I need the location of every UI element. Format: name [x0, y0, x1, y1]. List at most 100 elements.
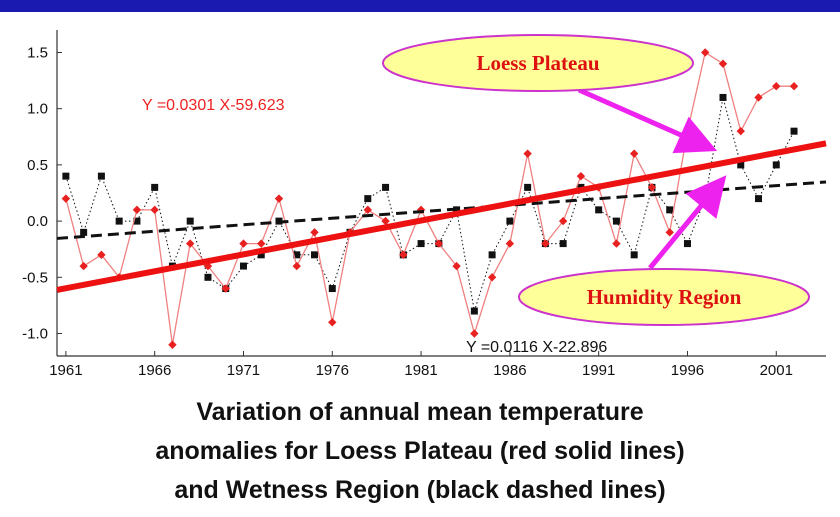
x-tick-label: 1966	[138, 362, 171, 379]
wetness-data-point	[204, 273, 212, 281]
wetness-data-point	[62, 172, 70, 180]
loess-trend-equation: Y =0.0301 X-59.623	[142, 97, 285, 114]
wetness-data-point	[683, 240, 691, 248]
wetness-data-point	[417, 240, 425, 248]
loess-data-point	[257, 239, 266, 248]
loess-data-point	[789, 82, 799, 91]
loess-plateau-series	[61, 48, 799, 349]
figure-caption: Variation of annual mean temperature ano…	[0, 393, 840, 510]
wetness-data-point	[755, 195, 763, 203]
loess-data-point	[487, 273, 497, 282]
y-tick-label: 0.5	[27, 157, 48, 174]
loess-data-point	[701, 48, 710, 57]
wetness-data-point	[488, 251, 496, 259]
y-tick-label: 1.5	[27, 44, 48, 61]
loess-data-point	[434, 239, 444, 248]
loess-data-point	[381, 216, 390, 226]
caption-line-3: and Wetness Region (black dashed lines)	[174, 476, 666, 504]
wetness-data-point	[133, 217, 141, 225]
wetness-trend-equation: Y =0.0116 X-22.896	[466, 339, 607, 356]
wetness-data-point	[328, 285, 336, 293]
loess-data-point	[363, 205, 372, 215]
wetness-data-point	[311, 251, 319, 259]
wetness-data-point	[506, 217, 514, 225]
loess-callout-label: Loess Plateau	[476, 51, 599, 75]
loess-data-point	[239, 239, 248, 248]
loess-series-line	[65, 51, 794, 345]
loess-data-point	[558, 216, 568, 226]
x-tick-label: 1996	[671, 362, 704, 379]
wetness-data-point	[239, 262, 247, 270]
humidity-callout-bubble	[518, 268, 810, 326]
wetness-data-point	[737, 161, 745, 169]
loess-data-point	[505, 239, 515, 248]
loess-data-point	[612, 239, 621, 248]
wetness-data-point	[293, 251, 301, 259]
loess-data-point	[292, 261, 301, 271]
loess-data-point	[718, 59, 728, 68]
loess-data-point	[452, 261, 461, 271]
loess-trendline	[56, 140, 827, 293]
loess-data-point	[132, 205, 142, 215]
loess-data-point	[647, 183, 657, 192]
temperature-anomaly-chart: -1.0 -0.5 0.0 0.5 1.0 1.5 1961 1966 1971 1976 1981…	[22, 30, 827, 379]
x-tick-label: 2001	[760, 362, 793, 379]
loess-data-point	[523, 149, 532, 158]
x-tick-label: 1961	[49, 362, 82, 379]
wetness-data-point	[772, 161, 780, 169]
loess-data-point	[576, 171, 586, 181]
wetness-data-point	[630, 251, 638, 259]
x-tick-label: 1991	[582, 362, 615, 379]
loess-data-point	[79, 261, 88, 271]
wetness-data-point	[364, 195, 372, 203]
y-tick-label: 1.0	[27, 101, 48, 118]
loess-data-point	[629, 149, 639, 158]
wetness-data-point	[559, 240, 567, 248]
wetness-data-point	[612, 217, 620, 225]
loess-data-point	[221, 284, 230, 293]
wetness-data-point	[80, 228, 88, 236]
loess-callout-bubble	[382, 34, 694, 92]
loess-data-point	[736, 126, 745, 136]
top-bar	[0, 0, 840, 12]
x-tick-label: 1971	[227, 362, 260, 379]
loess-callout-arrow	[577, 87, 718, 154]
y-tick-label: -0.5	[22, 269, 48, 286]
loess-data-point	[185, 239, 195, 248]
x-tick-label: 1986	[493, 362, 526, 379]
loess-data-point	[754, 93, 763, 102]
wetness-data-point	[719, 93, 727, 101]
x-tick-label: 1981	[404, 362, 437, 379]
y-tick-label: 0.0	[27, 213, 48, 230]
loess-data-point	[61, 194, 71, 203]
loess-data-point	[150, 205, 159, 215]
trendlines	[56, 140, 827, 293]
loess-data-point	[665, 228, 674, 237]
axes: -1.0 -0.5 0.0 0.5 1.0 1.5 1961 1966 1971 1976 1981…	[22, 30, 826, 379]
loess-data-point	[772, 82, 781, 91]
wetness-data-point	[790, 127, 798, 135]
wetness-trendline	[56, 180, 827, 240]
wetness-data-point	[115, 217, 123, 225]
loess-data-point	[328, 318, 337, 327]
caption-line-1: Variation of annual mean temperature	[196, 398, 644, 426]
wetness-data-point	[186, 217, 194, 225]
caption-line-2: anomalies for Loess Plateau (red solid l…	[155, 437, 685, 465]
humidity-callout-arrow	[648, 175, 727, 270]
loess-data-point	[399, 250, 408, 260]
x-tick-label: 1976	[316, 362, 349, 379]
loess-data-point	[168, 340, 177, 349]
y-tick-label: -1.0	[22, 326, 48, 343]
wetness-data-point	[666, 206, 674, 214]
humidity-callout-label: Humidity Region	[587, 285, 742, 309]
wetness-data-point	[382, 183, 390, 191]
wetness-data-point	[257, 251, 265, 259]
wetness-data-point	[470, 307, 478, 315]
loess-data-point	[97, 250, 106, 260]
loess-data-point	[310, 228, 319, 237]
wetness-data-point	[595, 206, 603, 214]
wetness-data-point	[97, 172, 105, 180]
wetness-data-point	[151, 183, 159, 191]
loess-data-point	[274, 194, 284, 203]
loess-data-point	[470, 329, 479, 338]
